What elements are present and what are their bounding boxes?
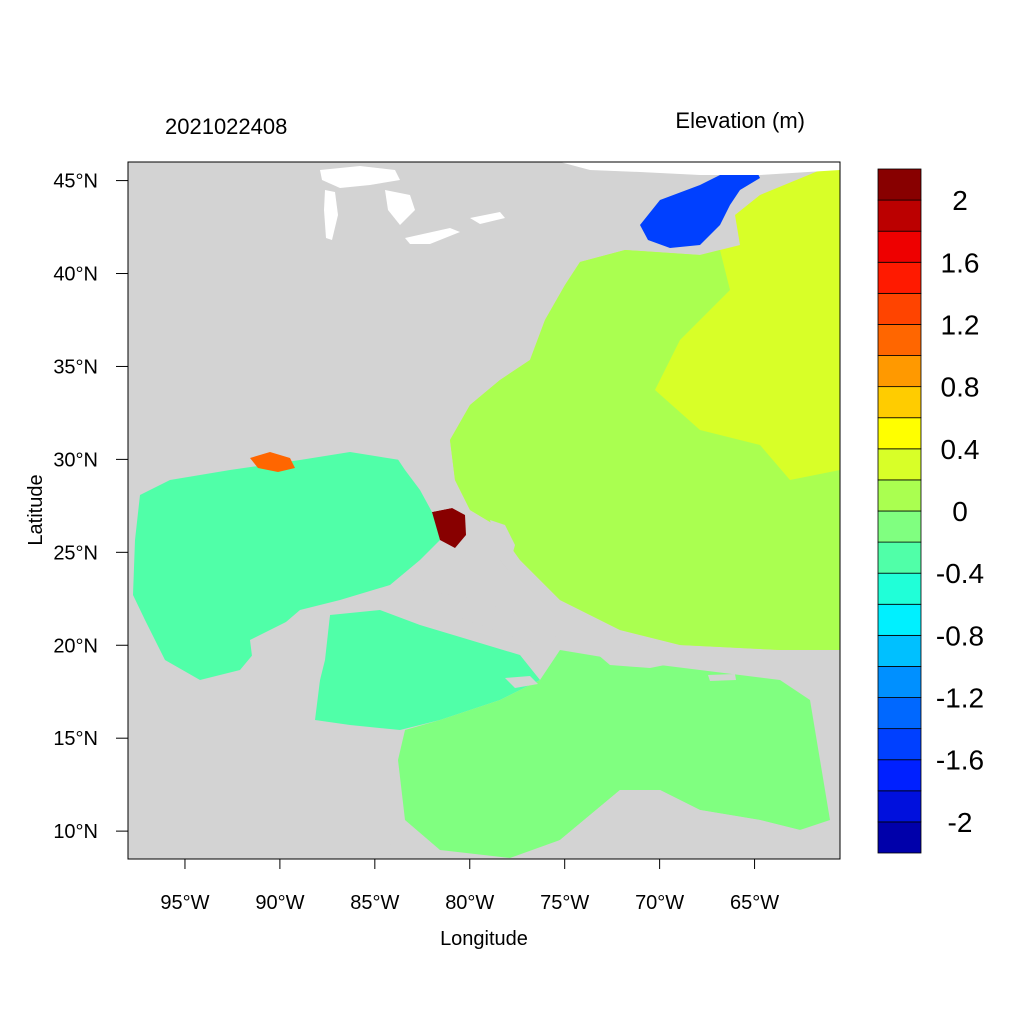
colorbar-box (877, 666, 922, 698)
colorbar-labels: 2 1.6 1.2 0.8 0.4 0 -0.4 -0.8 -1.2 -1.6 -2 (936, 185, 984, 838)
hispaniola (590, 645, 680, 668)
zone-caribbean-west (315, 610, 540, 730)
y-tick-label: 35°N (53, 356, 98, 378)
colorbar-box (877, 261, 922, 294)
lake-huron (385, 190, 415, 225)
colorbar-box (877, 572, 922, 605)
map-frame (127, 161, 841, 860)
colorbar-box (877, 759, 922, 792)
y-tick-label: 45°N (53, 171, 98, 193)
colorbar-tick-label: 1.6 (941, 247, 980, 278)
south-america-land (520, 790, 840, 858)
colorbar-box (877, 324, 922, 356)
y-axis: 45°N 40°N 35°N 30°N 25°N 20°N 15°N 10°N (53, 171, 128, 843)
colorbar-tick-label: -0.8 (936, 620, 984, 651)
zone-atlantic-nearshore (450, 250, 840, 650)
colorbar-box (877, 634, 922, 667)
y-tick-label: 20°N (53, 635, 98, 657)
puerto-rico (708, 674, 736, 681)
variable-label: Elevation (m) (675, 108, 805, 133)
lake-michigan (324, 190, 338, 240)
y-tick-label: 30°N (53, 449, 98, 471)
map-panel (128, 162, 840, 859)
y-tick-label: 25°N (53, 542, 98, 564)
colorbar-box (877, 448, 922, 481)
inland-waters (320, 162, 840, 244)
colorbar-box (877, 386, 922, 419)
colorbar-box (877, 199, 922, 232)
x-tick-label: 70°W (635, 892, 684, 914)
lake-superior (320, 166, 400, 188)
colorbar-box (877, 790, 922, 823)
lake-erie (405, 228, 460, 244)
colorbar-box (877, 292, 922, 325)
colorbar-box (877, 479, 922, 512)
x-tick-label: 75°W (540, 892, 589, 914)
colorbar-tick-label: 0.4 (941, 434, 980, 465)
colorbar-tick-label: -1.6 (936, 745, 984, 776)
zone-louisiana-coast-surge (250, 452, 295, 472)
colorbar-tick-label: -1.2 (936, 683, 984, 714)
x-tick-label: 85°W (350, 892, 399, 914)
colorbar-box (877, 697, 922, 730)
zone-gulf-of-maine (640, 168, 760, 248)
colorbar-box (877, 728, 922, 761)
date-label: 2021022408 (165, 114, 287, 139)
central-america-land (128, 720, 400, 858)
colorbar-box (877, 230, 922, 263)
cuba (385, 590, 560, 645)
y-tick-label: 40°N (53, 264, 98, 286)
zone-south-florida-surge (432, 508, 466, 548)
y-tick-label: 10°N (53, 821, 98, 843)
jamaica (505, 676, 538, 688)
colorbar-tick-label: 0.8 (941, 372, 980, 403)
colorbar-box (877, 168, 922, 201)
zone-caribbean-east (398, 650, 830, 858)
x-axis-label: Longitude (440, 928, 528, 950)
islands (385, 520, 736, 688)
colorbar-box (877, 821, 922, 854)
colorbar-tick-label: 2 (952, 185, 968, 216)
colorbar-box (877, 510, 922, 543)
zone-gulf-of-mexico (133, 452, 440, 680)
colorbar-tick-label: -2 (948, 807, 973, 838)
colorbar-box (877, 603, 922, 636)
y-tick-label: 15°N (53, 728, 98, 750)
lake-ontario (470, 212, 505, 224)
y-axis-label: Latitude (25, 474, 47, 545)
colorbar-tick-label: 0 (952, 496, 968, 527)
x-tick-label: 90°W (255, 892, 304, 914)
colorbar-box (877, 541, 922, 574)
colorbar-tick-label: 1.2 (941, 309, 980, 340)
x-tick-label: 65°W (730, 892, 779, 914)
yucatan-land (250, 615, 330, 720)
colorbar-box (877, 355, 922, 388)
colorbar (877, 168, 922, 854)
x-axis: 95°W 90°W 85°W 80°W 75°W 70°W 65°W (160, 859, 779, 914)
florida-land (395, 450, 455, 512)
bahamas (490, 520, 515, 570)
gulf-of-st-lawrence (560, 162, 840, 175)
colorbar-tick-label: -0.4 (936, 558, 984, 589)
x-tick-label: 95°W (160, 892, 209, 914)
x-tick-label: 80°W (445, 892, 494, 914)
colorbar-box (877, 417, 922, 450)
